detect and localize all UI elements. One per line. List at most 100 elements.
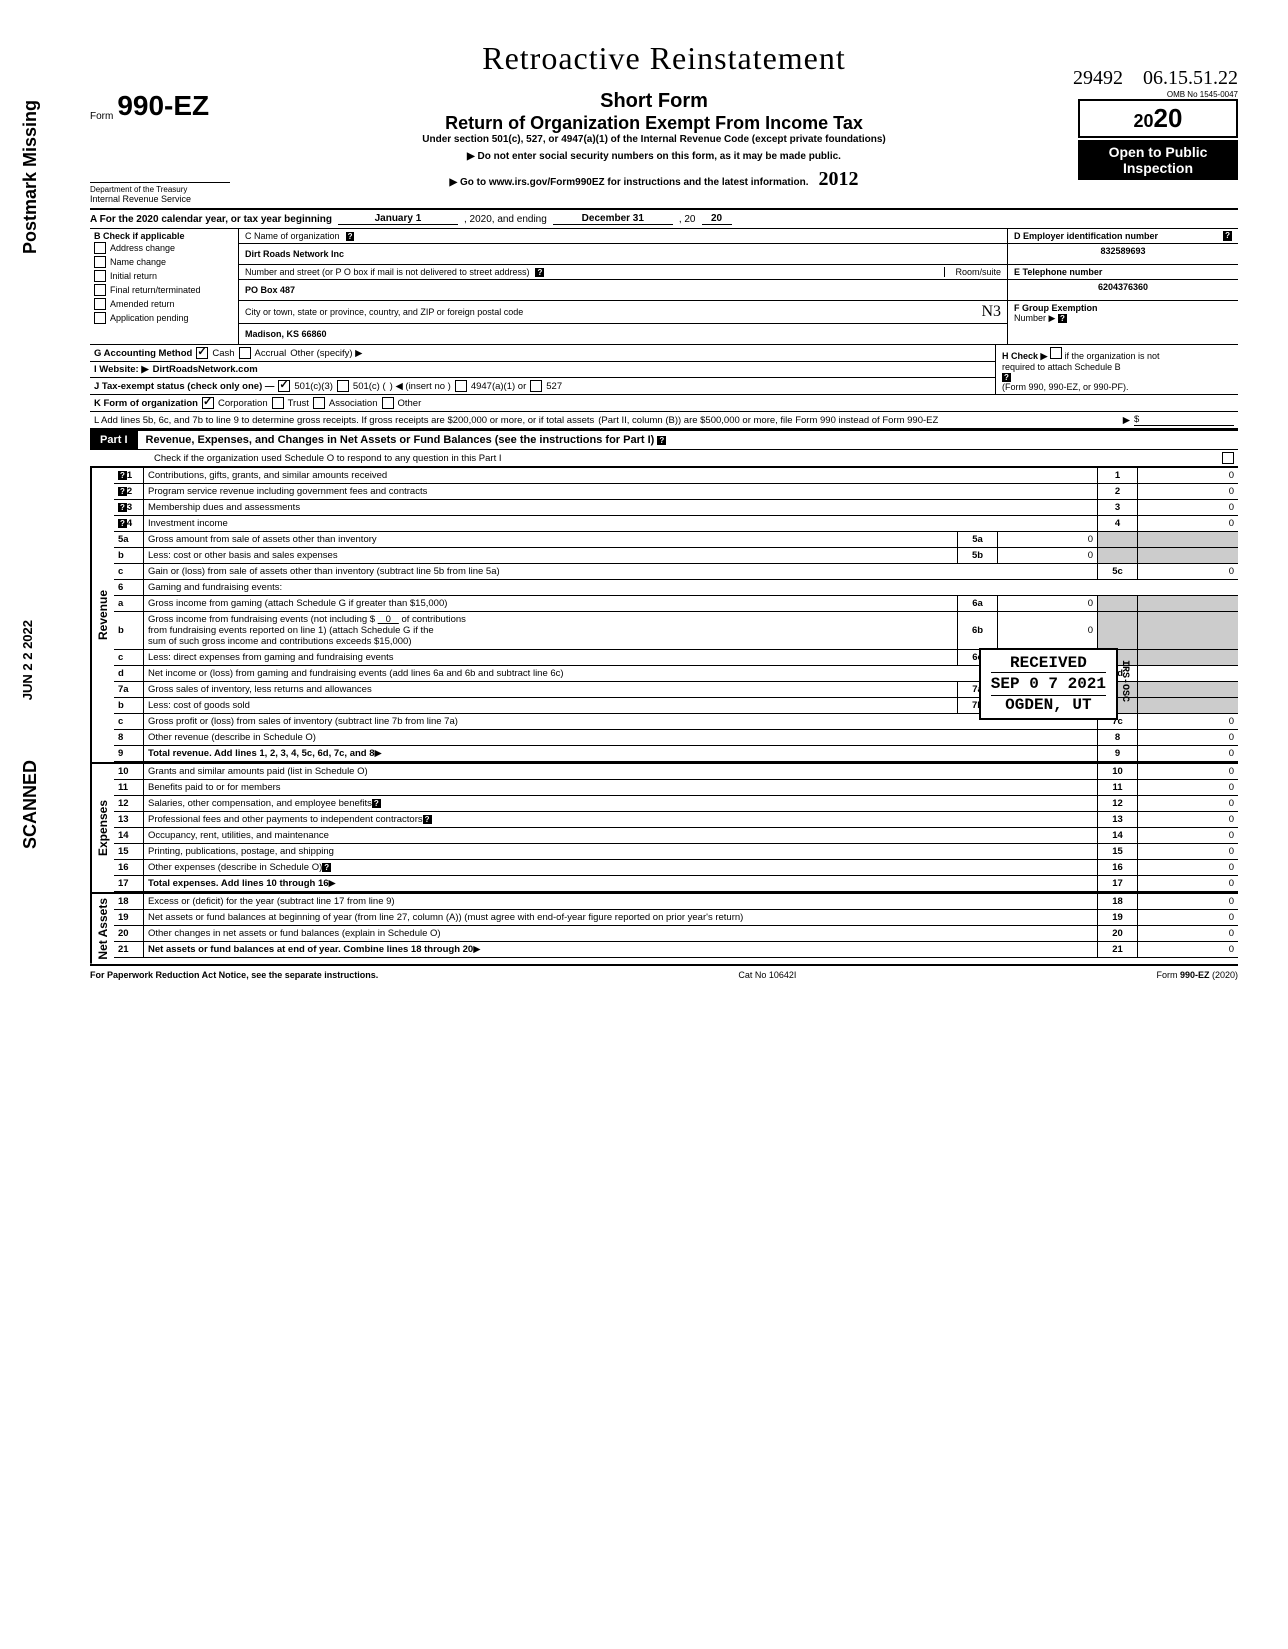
table-row: 5a Gross amount from sale of assets othe… (114, 532, 1238, 548)
lb-527: 527 (546, 381, 562, 392)
room-label: Room/suite (944, 267, 1001, 277)
lb-501c3: 501(c)(3) (294, 381, 333, 392)
stamp-date: SEP 0 7 2021 (991, 672, 1106, 696)
cb-cash[interactable] (196, 347, 208, 359)
handwritten-seq: 29492 (1073, 67, 1123, 90)
lb-cash: Cash (212, 348, 234, 359)
table-row: ? 1 Contributions, gifts, grants, and si… (114, 468, 1238, 484)
scan-date-margin: JUN 2 2 2022 (20, 620, 35, 700)
cb-527[interactable] (530, 380, 542, 392)
lb-pending: Application pending (110, 313, 189, 323)
table-row: 20 Other changes in net assets or fund b… (114, 926, 1238, 942)
j-label: J Tax-exempt status (check only one) — (94, 381, 274, 392)
footer-left: For Paperwork Reduction Act Notice, see … (90, 970, 378, 980)
short-form: Short Form (230, 90, 1078, 113)
l-amt: $ (1134, 414, 1234, 426)
stamp-received: RECEIVED (991, 654, 1106, 672)
cb-schedo[interactable] (1222, 452, 1234, 464)
table-row: 9 Total revenue. Add lines 1, 2, 3, 4, 5… (114, 746, 1238, 762)
table-row: 19 Net assets or fund balances at beginn… (114, 910, 1238, 926)
help-icon: ? (1223, 231, 1232, 241)
dept2: Internal Revenue Service (90, 194, 230, 204)
g-label: G Accounting Method (94, 348, 192, 359)
lb-4947: 4947(a)(1) or (471, 381, 526, 392)
lb-address: Address change (110, 243, 175, 253)
lb-corp: Corporation (218, 398, 268, 409)
cb-501c[interactable] (337, 380, 349, 392)
cb-final[interactable] (94, 284, 106, 296)
table-row: 8 Other revenue (describe in Schedule O)… (114, 730, 1238, 746)
lb-final: Final return/terminated (110, 285, 201, 295)
revenue-vlabel: Revenue (90, 468, 114, 762)
d-label: D Employer identification number (1014, 231, 1158, 241)
footer-right: Form 990-EZ (2020) (1156, 970, 1238, 980)
form-sub: Under section 501(c), 527, or 4947(a)(1)… (230, 134, 1078, 145)
part1-title: Revenue, Expenses, and Changes in Net As… (146, 434, 655, 446)
cb-name[interactable] (94, 256, 106, 268)
table-row: ? 3 Membership dues and assessments 3 0 (114, 500, 1238, 516)
row-a-end3: 20 (702, 213, 732, 225)
lb-initial: Initial return (110, 271, 157, 281)
table-row: ? 2 Program service revenue including go… (114, 484, 1238, 500)
table-row: b Less: cost or other basis and sales ex… (114, 548, 1238, 564)
lb-501cb: ) ◀ (insert no ) (390, 381, 451, 392)
expenses-vlabel: Expenses (90, 764, 114, 892)
table-row: 11 Benefits paid to or for members 11 0 (114, 780, 1238, 796)
omb: OMB No 1545-0047 (1078, 90, 1238, 99)
stamp-loc: OGDEN, UT (991, 696, 1106, 714)
postmark-margin: Postmark Missing (20, 100, 41, 254)
stamp-side: IRS-OSC (1119, 660, 1130, 702)
l-text1: L Add lines 5b, 6c, and 7b to line 9 to … (94, 415, 594, 426)
help-icon: ? (1058, 314, 1067, 323)
form-label: Form (90, 111, 113, 122)
cb-amended[interactable] (94, 298, 106, 310)
i-label: I Website: ▶ (94, 364, 149, 375)
cb-corp[interactable] (202, 397, 214, 409)
row-a-end: December 31 (553, 213, 673, 225)
cb-initial[interactable] (94, 270, 106, 282)
row-a-begin: January 1 (338, 213, 458, 225)
help-icon: ? (118, 503, 127, 512)
part1-check: Check if the organization used Schedule … (154, 453, 502, 464)
handwritten-year: 2012 (819, 168, 859, 191)
box-b-header: B Check if applicable (94, 231, 234, 241)
lb-accrual: Accrual (255, 348, 287, 359)
cb-501c3[interactable] (278, 380, 290, 392)
cb-korg[interactable] (382, 397, 394, 409)
cb-pending[interactable] (94, 312, 106, 324)
received-stamp: RECEIVED SEP 0 7 2021 OGDEN, UT IRS-OSC (979, 648, 1118, 720)
org-name: Dirt Roads Network Inc (245, 249, 344, 259)
part1-label: Part I (90, 431, 138, 449)
f-label: F Group Exemption (1014, 303, 1098, 313)
lb-assoc: Association (329, 398, 378, 409)
form-line3: ▶ Go to www.irs.gov/Form990EZ for instru… (449, 177, 808, 188)
cb-h[interactable] (1050, 347, 1062, 359)
dept1: Department of the Treasury (90, 182, 230, 194)
cb-assoc[interactable] (313, 397, 325, 409)
cb-address[interactable] (94, 242, 106, 254)
lb-name: Name change (110, 257, 166, 267)
help-icon: ? (1002, 373, 1011, 382)
table-row: 10 Grants and similar amounts paid (list… (114, 764, 1238, 780)
table-row: 21 Net assets or fund balances at end of… (114, 942, 1238, 958)
street-value: PO Box 487 (245, 285, 295, 295)
tax-year: 20 (1154, 103, 1183, 133)
phone: 6204376360 (1008, 280, 1238, 301)
city-value: Madison, KS 66860 (245, 329, 327, 339)
table-row: 12 Salaries, other compensation, and emp… (114, 796, 1238, 812)
cb-accrual[interactable] (239, 347, 251, 359)
scanned-margin: SCANNED (20, 760, 41, 849)
k-label: K Form of organization (94, 398, 198, 409)
cb-trust[interactable] (272, 397, 284, 409)
footer-mid: Cat No 10642I (738, 970, 796, 980)
handwritten-date: 06.15.51.22 (1143, 67, 1238, 90)
lb-korg: Other (398, 398, 422, 409)
ein: 832589693 (1008, 244, 1238, 265)
website: DirtRoadsNetwork.com (153, 364, 258, 375)
c-label: C Name of organization (245, 231, 340, 241)
open-public: Open to Public (1080, 144, 1236, 160)
cb-4947[interactable] (455, 380, 467, 392)
help-icon: ? (118, 487, 127, 496)
lb-amended: Amended return (110, 299, 175, 309)
row-a-end2: , 20 (679, 214, 696, 225)
